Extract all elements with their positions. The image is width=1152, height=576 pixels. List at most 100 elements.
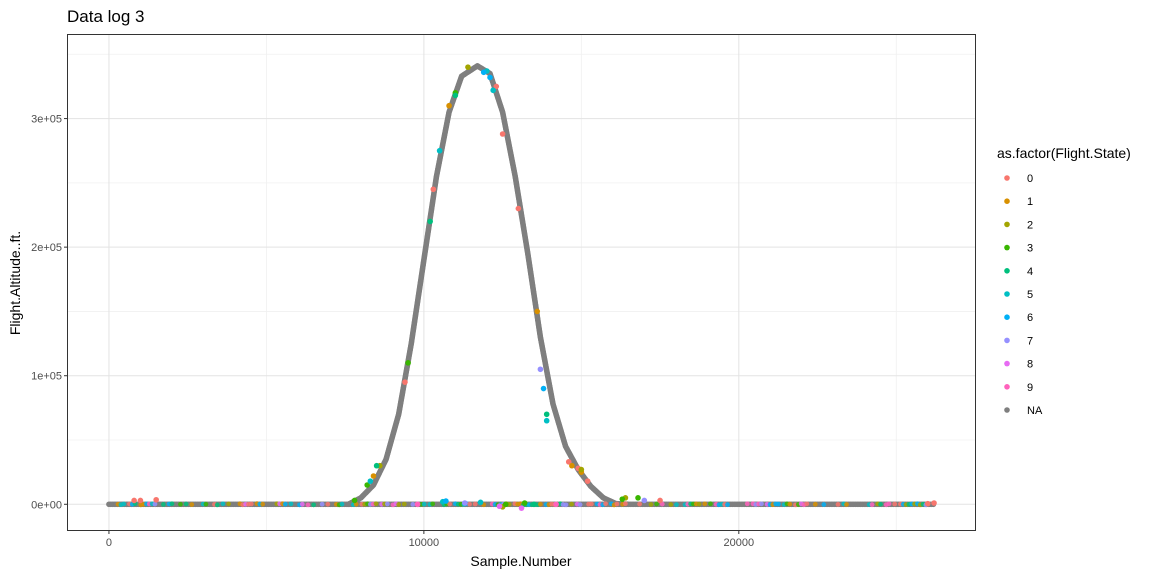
legend-key-5 (1004, 291, 1010, 297)
data-point-state-1 (569, 462, 575, 469)
data-point-state-5 (421, 501, 427, 507)
legend-label-6: 6 (1027, 312, 1033, 324)
legend: as.factor(Flight.State) 0 1 2 3 4 5 6 7 8 9 NA (997, 145, 1131, 417)
data-point-state-4 (878, 501, 883, 507)
data-point-state-0 (248, 501, 254, 507)
legend-label-NA: NA (1027, 405, 1043, 417)
data-point-state-5 (490, 87, 496, 94)
data-point-state-9 (869, 502, 875, 508)
data-point-state-7 (563, 502, 569, 508)
y-tick-label: 0e+00 (31, 499, 62, 511)
data-point-state-5 (436, 147, 443, 154)
data-point-state-4 (373, 462, 380, 469)
data-point-state-1 (370, 473, 377, 479)
data-point-state-7 (319, 501, 325, 507)
data-point-state-4 (452, 92, 459, 99)
data-point-state-8 (299, 501, 305, 507)
data-point-state-0 (835, 502, 841, 507)
data-point-state-0 (584, 478, 591, 484)
data-point-state-1 (446, 102, 452, 109)
data-point-state-7 (152, 501, 158, 507)
data-point-state-3 (351, 497, 358, 504)
data-point-state-2 (696, 501, 702, 507)
legend-label-5: 5 (1027, 289, 1033, 301)
x-tick-label: 20000 (724, 537, 755, 549)
data-point-state-6 (821, 502, 827, 507)
legend-key-6 (1004, 314, 1010, 321)
data-point-state-0 (153, 496, 159, 503)
data-point-state-9 (744, 501, 750, 507)
data-point-state-6 (282, 501, 288, 507)
data-point-state-1 (844, 502, 849, 507)
data-point-state-3 (364, 482, 370, 488)
legend-key-7 (1004, 337, 1010, 344)
data-point-state-4 (531, 501, 537, 508)
data-point-state-7 (641, 497, 648, 504)
y-axis-title: Flight.Altitude..ft. (7, 231, 23, 335)
data-point-state-6 (487, 74, 493, 81)
data-point-state-4 (543, 411, 550, 418)
data-point-state-0 (137, 497, 144, 504)
data-point-state-0 (515, 205, 522, 212)
legend-key-1 (1004, 198, 1010, 204)
data-point-state-6 (725, 502, 730, 508)
data-point-state-7 (384, 501, 390, 507)
data-point-state-5 (543, 417, 550, 424)
legend-label-0: 0 (1027, 173, 1033, 185)
data-point-state-0 (402, 379, 408, 385)
data-point-state-4 (311, 502, 317, 508)
legend-key-3 (1004, 244, 1010, 251)
data-point-state-4 (169, 501, 175, 507)
x-tick-label: 10000 (409, 537, 440, 549)
data-point-state-2 (401, 501, 407, 507)
data-point-state-3 (178, 501, 183, 507)
data-point-state-0 (657, 497, 663, 504)
legend-key-9 (1004, 384, 1010, 390)
y-tick-label: 1e+05 (31, 371, 62, 383)
data-point-state-2 (578, 466, 585, 473)
data-point-state-8 (496, 503, 503, 510)
data-point-state-3 (635, 495, 641, 501)
data-point-state-3 (502, 501, 509, 508)
data-points (106, 63, 937, 511)
data-point-state-4 (183, 501, 189, 507)
data-point-state-0 (131, 497, 137, 504)
data-point-state-2 (465, 64, 471, 70)
data-point-state-1 (702, 501, 708, 507)
legend-label-8: 8 (1027, 359, 1033, 371)
data-point-state-0 (447, 501, 453, 507)
y-tick-label: 3e+05 (31, 114, 62, 126)
data-point-state-4 (214, 502, 220, 508)
data-point-state-2 (648, 502, 654, 507)
data-point-state-9 (305, 502, 311, 508)
data-point-state-0 (924, 500, 931, 507)
legend-key-8 (1004, 360, 1010, 367)
data-point-state-3 (430, 501, 436, 507)
data-point-state-9 (553, 501, 559, 508)
data-point-state-7 (462, 500, 468, 506)
data-point-state-0 (623, 501, 628, 507)
data-point-state-0 (892, 501, 898, 507)
data-point-state-1 (189, 502, 195, 507)
y-axis: 0e+00 1e+05 2e+05 3e+05 (31, 114, 68, 511)
y-tick-label: 2e+05 (31, 242, 62, 254)
data-point-state-1 (787, 501, 793, 507)
data-point-state-0 (493, 83, 500, 90)
data-point-state-3 (654, 501, 659, 507)
data-point-state-0 (325, 501, 331, 507)
data-point-state-7 (577, 502, 583, 508)
data-point-state-1 (534, 308, 541, 315)
data-point-state-6 (480, 69, 487, 76)
data-point-state-0 (499, 131, 506, 137)
data-point-state-3 (521, 500, 528, 506)
data-point-state-9 (886, 501, 892, 507)
legend-key-2 (1004, 221, 1010, 228)
data-point-state-8 (518, 505, 525, 511)
data-point-state-3 (708, 501, 713, 507)
x-axis-title: Sample.Number (470, 553, 571, 569)
data-point-state-4 (427, 218, 433, 225)
data-point-state-3 (405, 360, 411, 366)
data-point-state-0 (467, 501, 472, 507)
